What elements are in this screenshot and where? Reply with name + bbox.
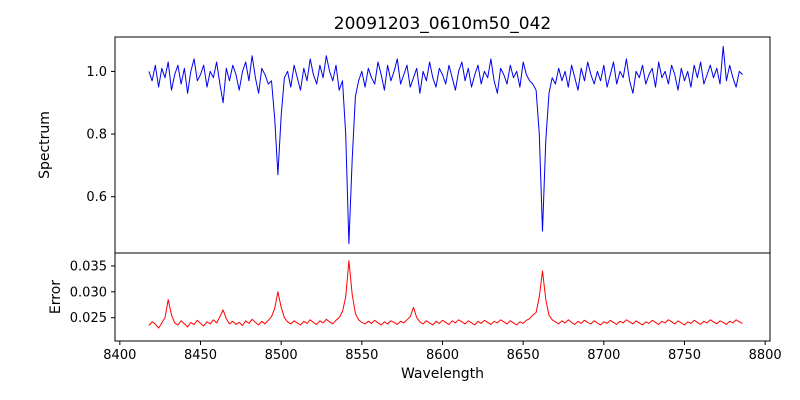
spectrum-axes-frame <box>114 36 771 254</box>
spectrum-y-tick-label: 0.8 <box>86 128 107 143</box>
error-y-axis-label: Error <box>48 280 64 314</box>
x-tick-label: 8650 <box>507 348 540 363</box>
x-tick-label: 8700 <box>587 348 620 363</box>
chart-title: 20091203_0610m50_042 <box>333 14 552 34</box>
error-line <box>148 260 743 329</box>
x-tick-label: 8450 <box>184 348 217 363</box>
spectrum-line <box>148 45 743 245</box>
x-tick-label: 8800 <box>749 348 782 363</box>
x-tick-label: 8500 <box>265 348 298 363</box>
error-y-tick-label: 0.035 <box>70 259 107 274</box>
spectrum-y-tick-label: 0.6 <box>86 190 107 205</box>
spectrum-y-axis-label: Spectrum <box>37 111 53 179</box>
spectrum-y-tick-label: 1.0 <box>86 65 107 80</box>
x-tick-label: 8400 <box>103 348 136 363</box>
error-axes-frame <box>114 252 771 342</box>
x-axis-label: Wavelength <box>401 366 484 382</box>
x-tick-label: 8550 <box>345 348 378 363</box>
error-y-tick-label: 0.025 <box>70 311 107 326</box>
error-y-tick-label: 0.030 <box>70 285 107 300</box>
x-tick-label: 8750 <box>668 348 701 363</box>
x-tick-label: 8600 <box>426 348 459 363</box>
